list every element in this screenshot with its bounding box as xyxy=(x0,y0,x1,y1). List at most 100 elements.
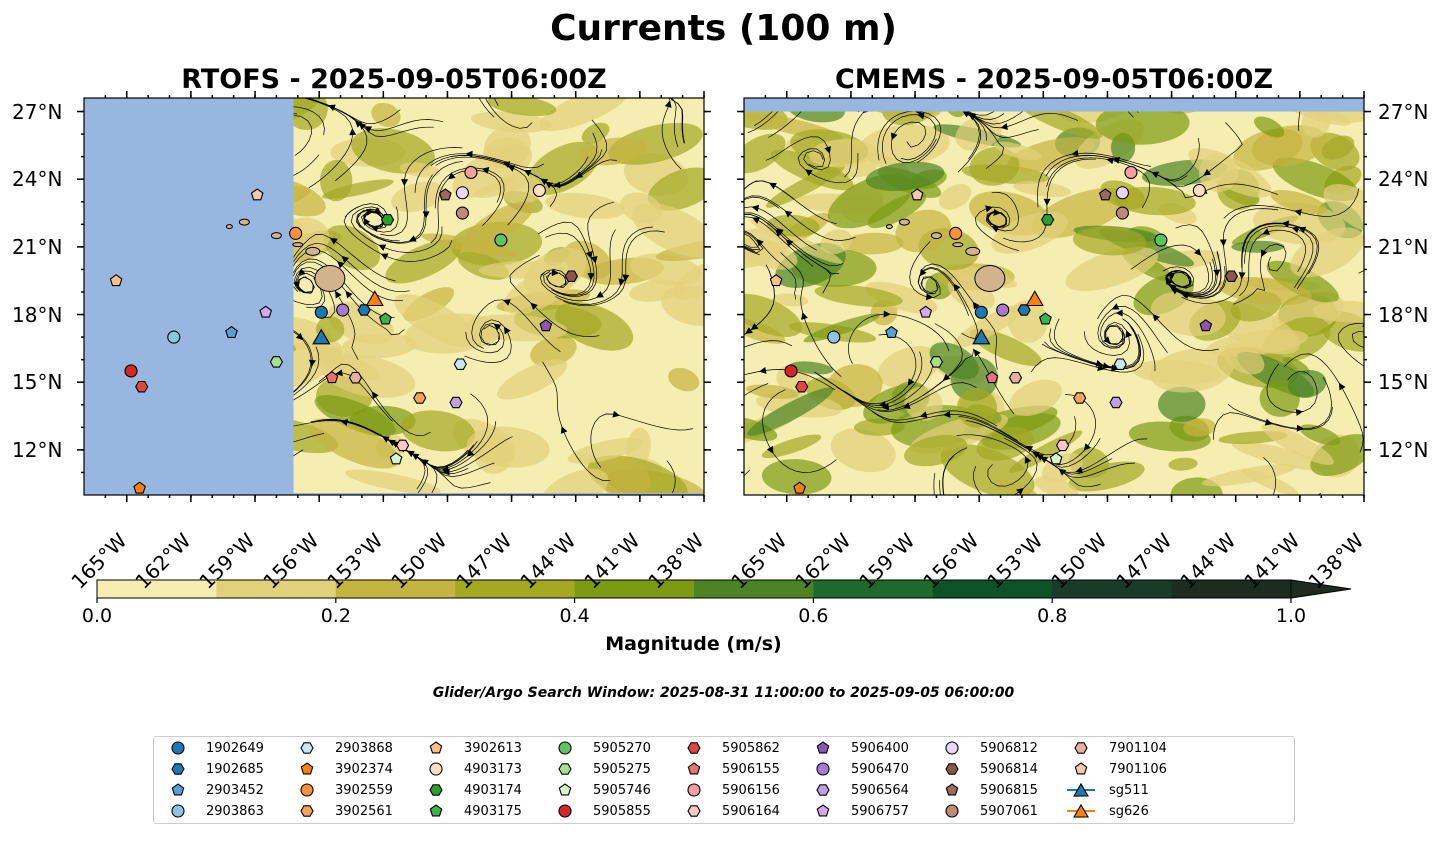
streamline xyxy=(493,98,499,106)
legend-marker xyxy=(945,763,959,775)
hexagon-marker-icon xyxy=(687,742,701,754)
legend-marker xyxy=(558,741,572,755)
streamline xyxy=(670,98,686,144)
streamline-arrow xyxy=(785,239,794,247)
streamline-arrow xyxy=(1036,453,1044,461)
glider-sg511 xyxy=(972,328,991,345)
colorbar-tick-label: 0.6 xyxy=(798,605,829,627)
magnitude-patch xyxy=(404,313,499,354)
streamline-arrow xyxy=(1025,445,1034,453)
legend-label: 3902559 xyxy=(335,782,393,798)
y-tick-label: 15°N xyxy=(12,370,63,395)
pentagon-marker-icon xyxy=(816,804,830,817)
streamline-arrow xyxy=(1152,314,1160,322)
streamline-arrow xyxy=(1254,531,1262,539)
streamline-arrow xyxy=(1251,515,1261,525)
streamline-arrow xyxy=(1298,226,1307,234)
streamline-arrow xyxy=(766,445,774,454)
magnitude-patch xyxy=(1009,379,1062,416)
magnitude-patch xyxy=(1270,189,1328,215)
streamline-arrow xyxy=(1111,303,1120,310)
pentagon-marker-icon xyxy=(945,783,959,796)
streamline-arrow xyxy=(596,291,604,298)
streamline-arrow xyxy=(1260,249,1268,258)
streamline-arrow xyxy=(653,75,663,85)
magnitude-patch xyxy=(865,281,938,314)
legend-marker xyxy=(171,783,185,796)
platform-7901104 xyxy=(1008,371,1023,384)
streamline-arrow xyxy=(751,204,760,212)
legend-marker xyxy=(687,762,701,775)
streamline-arrow xyxy=(824,146,832,154)
streamline-arrow xyxy=(493,323,502,331)
legend-entry: 2903868 xyxy=(293,738,393,758)
magnitude-patch xyxy=(830,428,896,473)
streamline-arrow xyxy=(801,312,808,320)
streamline xyxy=(1263,457,1277,495)
streamline-arrow xyxy=(1111,364,1120,372)
magnitude-patch xyxy=(826,364,883,408)
magnitude-patch xyxy=(895,209,952,253)
pentagon-marker-icon xyxy=(171,783,185,796)
magnitude-patch xyxy=(969,328,1042,366)
streamline-arrow xyxy=(551,269,559,277)
circle-marker-icon xyxy=(687,783,701,797)
magnitude-patch xyxy=(323,225,381,271)
magnitude-patch xyxy=(808,138,877,168)
streamline-arrow xyxy=(421,459,429,467)
streamline xyxy=(1337,323,1364,367)
streamline-arrow xyxy=(401,179,408,187)
legend-entry: 3902613 xyxy=(422,738,522,758)
platform-4903173 xyxy=(1192,183,1206,198)
platform-5905855 xyxy=(784,364,798,378)
island xyxy=(952,242,964,248)
streamline xyxy=(666,460,676,495)
streamline-arrow xyxy=(907,378,915,386)
magnitude-patch xyxy=(761,434,822,459)
streamline-arrow xyxy=(925,293,934,301)
streamline-arrow xyxy=(723,226,731,234)
island xyxy=(885,224,893,230)
island xyxy=(225,224,233,230)
platform-3902559 xyxy=(949,226,963,240)
map-figure xyxy=(45,46,1371,603)
legend-entry: 5906814 xyxy=(938,759,1038,779)
legend-label: 2903863 xyxy=(206,803,264,819)
streamline-arrow xyxy=(45,343,55,353)
streamline-arrow xyxy=(972,301,980,310)
hexagon-marker-icon xyxy=(816,784,830,796)
magnitude-patch xyxy=(497,359,568,400)
streamline-arrow xyxy=(364,126,373,133)
platform-5905862 xyxy=(135,380,149,393)
platform-5905746 xyxy=(389,452,403,465)
platform-5906757 xyxy=(919,305,933,318)
streamline-arrow xyxy=(1109,46,1118,55)
y-tick-label: 12°N xyxy=(12,437,63,462)
streamline-arrow xyxy=(466,449,475,457)
legend-marker xyxy=(687,783,701,797)
legend-entry: 5907061 xyxy=(938,801,1038,821)
magnitude-patch xyxy=(314,394,396,437)
island xyxy=(898,218,910,226)
streamline-arrow xyxy=(902,402,911,409)
legend-label: 7901104 xyxy=(1109,740,1167,756)
streamline-arrow xyxy=(295,332,304,341)
pentagon-marker-icon xyxy=(1074,762,1088,775)
streamline-arrow xyxy=(612,410,621,418)
legend-label: 2903452 xyxy=(206,782,264,798)
legend-marker xyxy=(171,763,185,775)
legend-entry: 5906400 xyxy=(809,738,909,758)
pentagon-marker-icon xyxy=(300,762,314,775)
platform-5906470 xyxy=(996,303,1010,317)
magnitude-patch xyxy=(865,161,945,192)
magnitude-patch xyxy=(647,167,704,211)
streamline-arrow xyxy=(329,237,338,245)
platform-5905862 xyxy=(795,380,809,393)
rtofs-map xyxy=(45,75,704,495)
y-tick-label: 27°N xyxy=(1378,99,1429,124)
magnitude-patch xyxy=(545,192,625,219)
magnitude-patch xyxy=(1217,276,1312,306)
circle-marker-icon xyxy=(816,762,830,776)
platform-4903174 xyxy=(1040,214,1055,226)
streamline-arrow xyxy=(1032,451,1040,459)
